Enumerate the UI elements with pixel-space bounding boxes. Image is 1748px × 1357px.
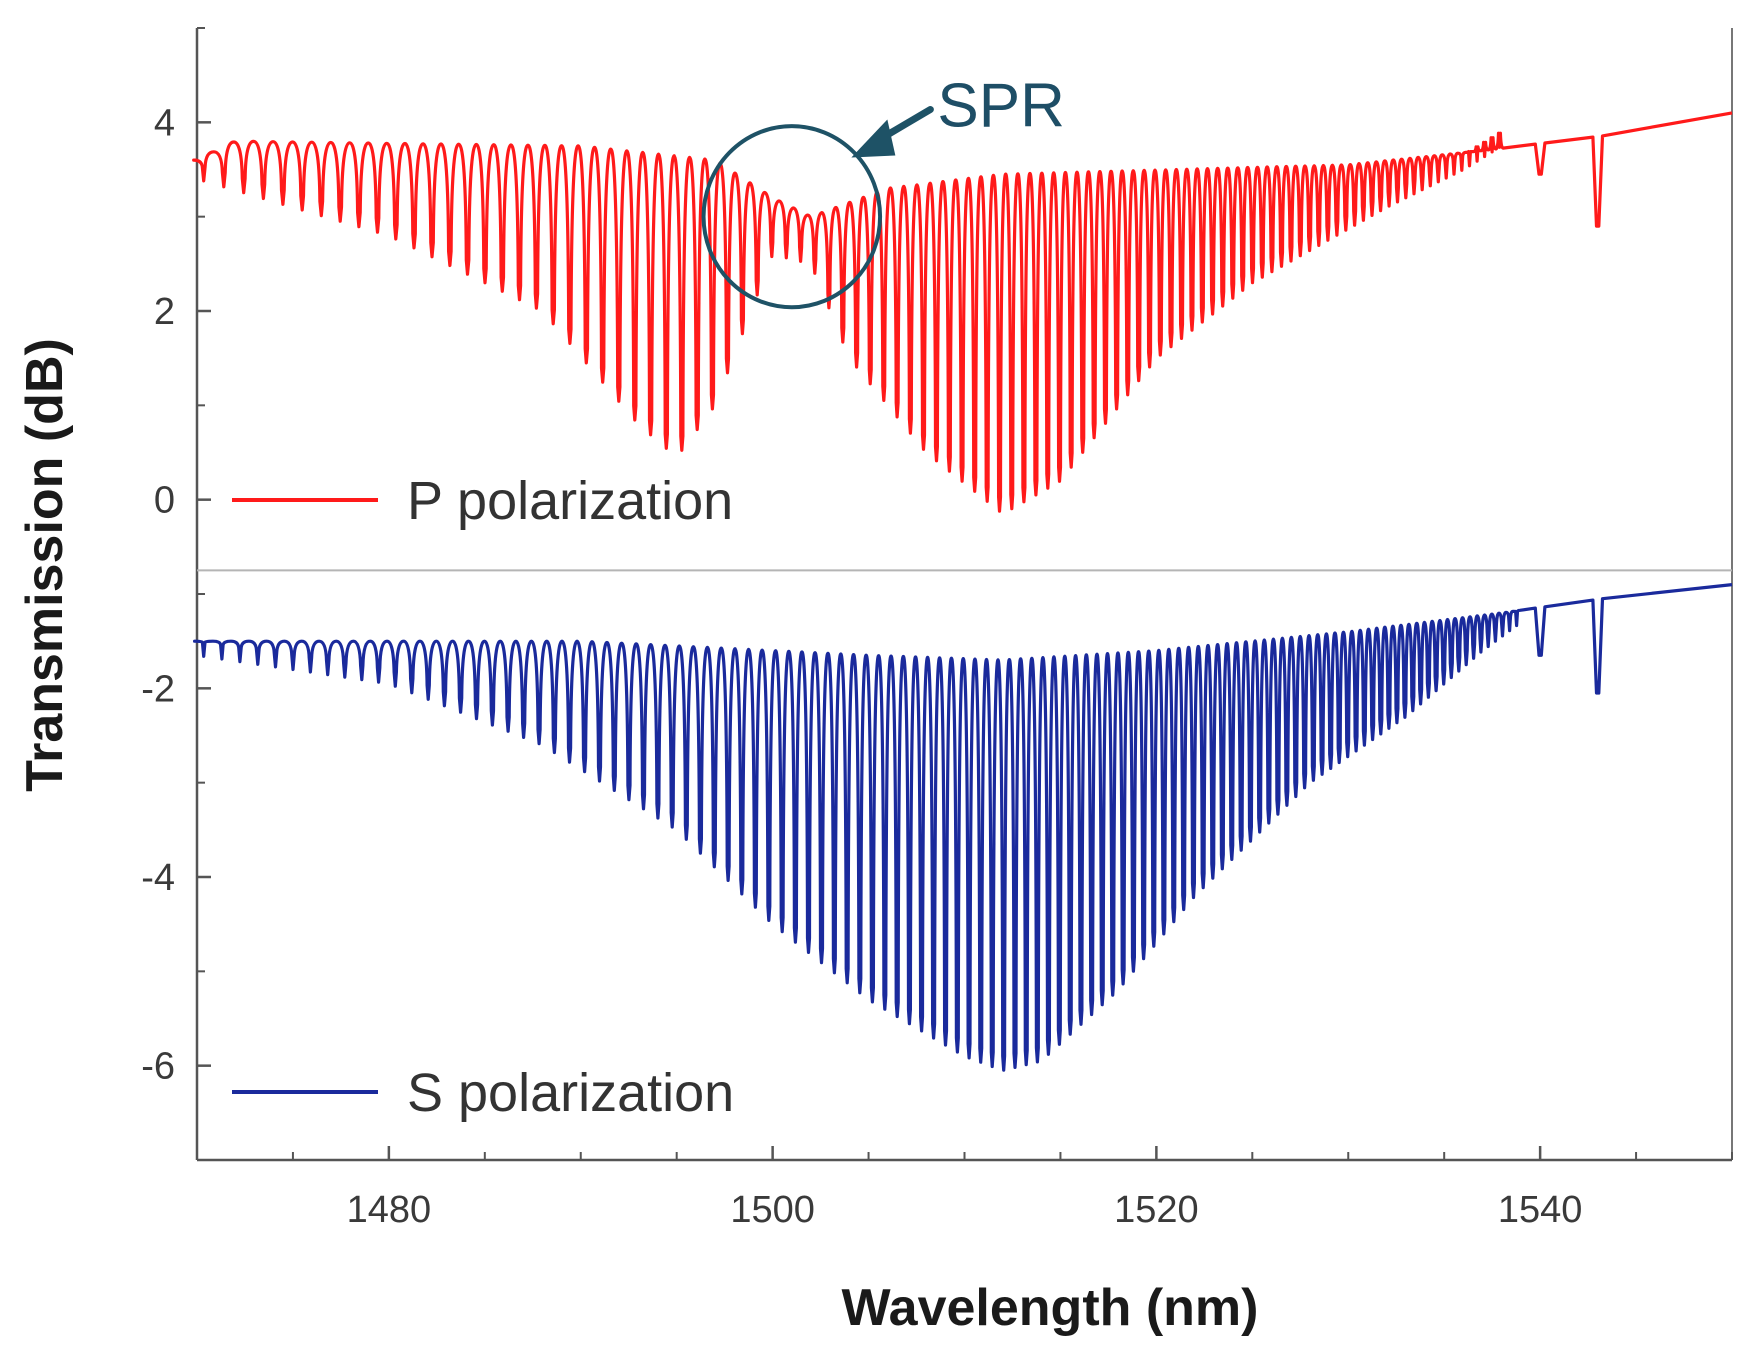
x-tick-label: 1500	[730, 1189, 815, 1231]
x-axis-title: Wavelength (nm)	[842, 1279, 1259, 1337]
y-tick-label: 2	[154, 291, 175, 333]
x-tick-label: 1520	[1114, 1189, 1199, 1231]
p-polarization-line	[192, 111, 1733, 513]
spr-arrow-head	[851, 119, 896, 158]
y-axis-title: Transmission (dB)	[16, 338, 74, 792]
series-layer	[192, 111, 1733, 1072]
y-tick-label: 4	[154, 102, 175, 144]
x-tick-label: 1480	[347, 1189, 432, 1231]
spr-circle	[701, 124, 883, 310]
legend: P polarization S polarization	[232, 471, 734, 1123]
y-tick-label: -4	[141, 857, 175, 899]
legend-label-s: S polarization	[407, 1063, 734, 1123]
x-tick-label: 1540	[1498, 1189, 1583, 1231]
s-polarization-line	[193, 583, 1733, 1072]
legend-label-p: P polarization	[407, 471, 733, 531]
annotation: SPR	[701, 71, 1065, 310]
spr-label: SPR	[937, 71, 1064, 140]
y-tick-label: 0	[154, 480, 175, 522]
y-tick-label: -2	[141, 668, 175, 710]
y-tick-label: -6	[141, 1046, 175, 1088]
axes: -6 -4 -2 0 2 4 1480 1500 1520 1540	[141, 27, 1733, 1231]
